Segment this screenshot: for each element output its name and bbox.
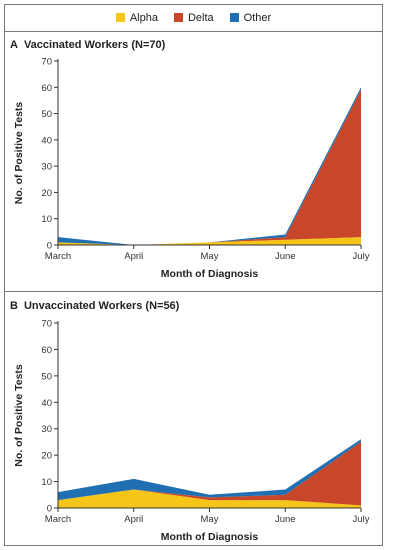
panel-a-x-tick-label: May — [201, 251, 219, 262]
panel-a-y-tick-label: 30 — [41, 162, 52, 173]
panel-b-y-axis-label: No. of Positive Tests — [13, 364, 25, 467]
legend-label-other: Other — [243, 11, 272, 24]
panel-b-letter: B — [10, 300, 18, 312]
panel-a-x-tick-label: April — [124, 251, 143, 262]
panel-b-area-other — [58, 439, 361, 501]
legend-label-delta: Delta — [187, 11, 214, 24]
panel-a-y-tick-label: 50 — [41, 109, 52, 120]
panel-b-y-tick-label: 40 — [41, 398, 52, 409]
panel-a-area-delta — [58, 89, 361, 246]
panel-b-y-tick-label: 30 — [41, 424, 52, 435]
panel-a-y-tick-label: 60 — [41, 83, 52, 94]
panel-a-y-tick-label: 40 — [41, 135, 52, 146]
legend-swatch-delta — [173, 13, 183, 22]
legend: Alpha Delta Other — [4, 4, 383, 32]
legend-item-alpha: Alpha — [115, 11, 158, 24]
panel-b-x-axis-label: Month of Diagnosis — [161, 531, 259, 543]
panel-a-y-tick-label: 10 — [41, 214, 52, 225]
panel-a-y-tick-label: 70 — [41, 57, 52, 68]
panel-a-area-alpha — [58, 237, 361, 245]
legend-swatch-other — [229, 13, 239, 22]
legend-item-other: Other — [229, 11, 272, 24]
panel-a-x-tick-label: March — [45, 251, 71, 262]
panel-b-x-tick-label: April — [124, 514, 143, 525]
panel-a-title: A Vaccinated Workers (N=70) — [10, 39, 165, 51]
panel-a-x-tick-label: June — [275, 251, 296, 262]
panel-b-x-tick-label: July — [353, 514, 370, 525]
panel-b-title: B Unvaccinated Workers (N=56) — [10, 300, 179, 312]
panel-b-y-tick-label: 50 — [41, 371, 52, 382]
panel-a-x-tick-label: July — [353, 251, 370, 262]
legend-swatch-alpha — [115, 13, 125, 22]
panel-divider — [4, 291, 383, 292]
panel-b-area-delta — [58, 441, 361, 506]
panel-b-y-tick-label: 60 — [41, 345, 52, 356]
panel-b-y-tick-label: 70 — [41, 319, 52, 330]
panel-b-area-alpha — [58, 489, 361, 508]
panel-b-x-tick-label: March — [45, 514, 71, 525]
panel-b-title-text: Unvaccinated Workers (N=56) — [23, 300, 180, 312]
legend-item-delta: Delta — [173, 11, 214, 24]
panel-b-y-tick-label: 20 — [41, 451, 52, 462]
panel-a-letter: A — [10, 39, 18, 51]
panel-a-y-axis-label: No. of Positive Tests — [13, 102, 25, 205]
panel-a-y-tick-label: 20 — [41, 188, 52, 199]
panel-b-x-tick-label: June — [275, 514, 296, 525]
panel-a-y-tick-label: 0 — [47, 241, 52, 252]
panel-a-title-text: Vaccinated Workers (N=70) — [23, 39, 166, 51]
figure-frame — [4, 4, 383, 546]
panel-b-y-tick-label: 0 — [47, 504, 52, 515]
legend-label-alpha: Alpha — [129, 11, 158, 24]
panel-a-x-axis-label: Month of Diagnosis — [161, 268, 259, 280]
panel-b-x-tick-label: May — [201, 514, 219, 525]
panel-b-y-tick-label: 10 — [41, 477, 52, 488]
